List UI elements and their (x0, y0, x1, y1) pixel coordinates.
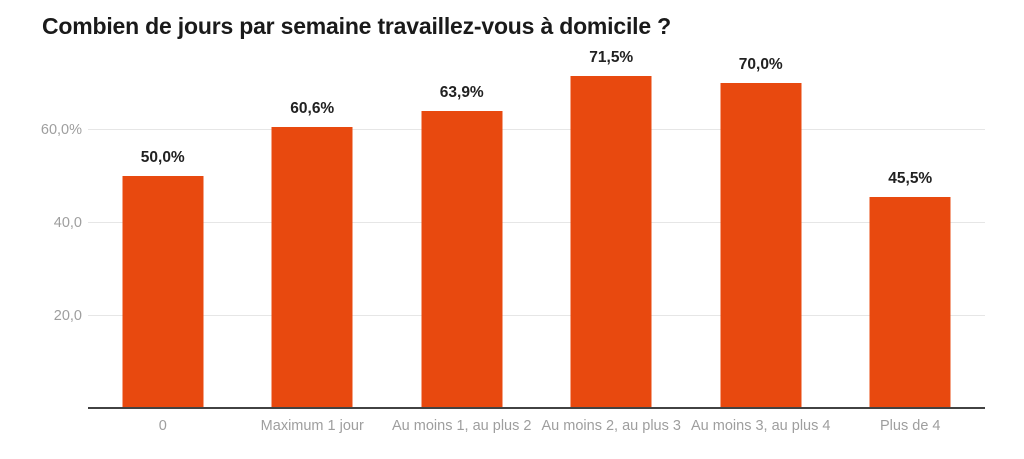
bar-series: 50,0% 60,6% 63,9% 71,5% 70,0% 45,5% (88, 49, 986, 409)
bar-slot: 63,9% (387, 55, 537, 409)
category-label: Au moins 1, au plus 2 (392, 418, 532, 434)
bar-4 (720, 82, 802, 409)
bar-value-label: 70,0% (738, 55, 783, 73)
bar-slot: 45,5% (836, 55, 986, 409)
y-tick-label: 40,0 (53, 214, 82, 231)
chart-title: Combien de jours par semaine travaillez-… (42, 13, 671, 39)
x-axis-line (88, 407, 985, 409)
bar-value-label: 63,9% (439, 84, 484, 102)
bar-1 (271, 126, 353, 409)
bar-2 (421, 111, 503, 409)
y-tick-label: 20,0 (53, 307, 82, 324)
category-label: Au moins 2, au plus 3 (541, 418, 681, 434)
category-label: Plus de 4 (880, 418, 941, 434)
bar-0 (122, 176, 204, 409)
bar-value-label: 45,5% (888, 170, 933, 188)
bar-value-label: 50,0% (140, 149, 185, 167)
bar-value-label: 60,6% (290, 99, 335, 117)
bar-slot: 70,0% (686, 55, 836, 409)
bar-slot: 60,6% (238, 55, 388, 409)
gridline (88, 221, 985, 223)
bar-value-label: 71,5% (589, 48, 634, 66)
y-axis-tick-labels: 20,0 40,0 60,0% (0, 55, 82, 409)
bar-slot: 71,5% (537, 49, 687, 409)
category-label: 0 (158, 418, 167, 434)
plot-area: 50,0% 60,6% 63,9% 71,5% 70,0% 45,5% (88, 49, 986, 409)
bar-slot: 50,0% (88, 55, 238, 409)
category-label: Au moins 3, au plus 4 (691, 418, 831, 434)
x-axis-category-labels: 0 Maximum 1 jour Au moins 1, au plus 2 Au m… (88, 416, 985, 437)
gridline (88, 314, 985, 316)
bar-5 (869, 197, 951, 409)
y-tick-label: 60,0% (40, 121, 82, 138)
gridline (88, 128, 985, 130)
bar-3 (570, 75, 652, 409)
category-label: Maximum 1 jour (260, 418, 364, 434)
